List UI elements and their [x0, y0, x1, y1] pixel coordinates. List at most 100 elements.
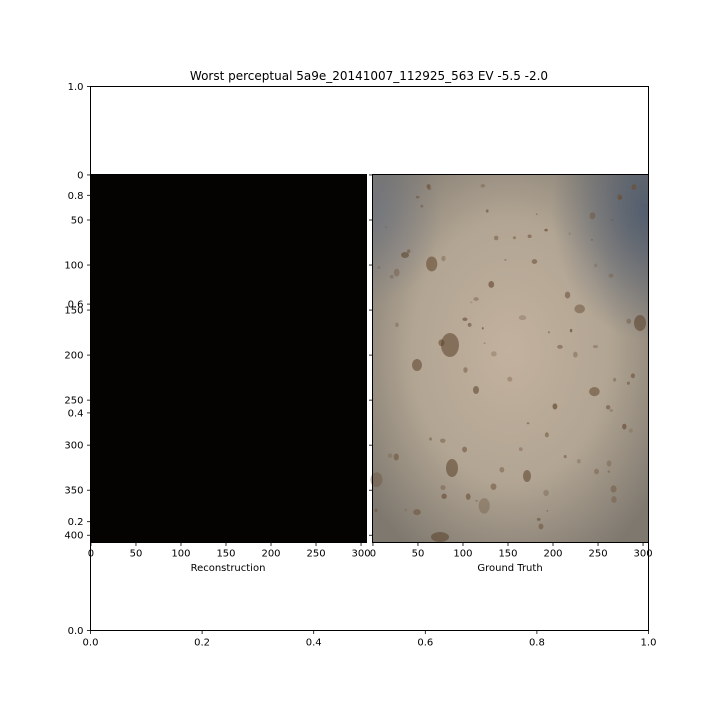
outer-x-tick-label: 0.2	[194, 638, 210, 649]
texture-speckle	[628, 428, 633, 433]
outer-x-tick-label: 0.0	[83, 638, 99, 649]
texture-speckle	[462, 317, 468, 322]
texture-speckle	[608, 273, 614, 278]
chart-title: Worst perceptual 5a9e_20141007_112925_56…	[190, 69, 548, 83]
reconstruction-y-tick-label: 150	[64, 306, 83, 317]
texture-speckle	[518, 447, 523, 452]
texture-speckle	[589, 212, 596, 220]
texture-speckle	[626, 318, 632, 324]
texture-speckle	[535, 213, 538, 215]
texture-speckle	[504, 259, 507, 261]
ground-truth-panel: 0 50 100 150 200 250 300 Ground Truth	[369, 174, 653, 574]
texture-speckle	[526, 422, 530, 425]
texture-speckle	[546, 510, 549, 512]
texture-speckle	[415, 195, 420, 199]
texture-speckle	[589, 386, 600, 397]
texture-speckle	[611, 496, 617, 503]
ground-truth-speckles	[370, 184, 646, 542]
texture-speckle	[641, 204, 646, 207]
texture-speckle	[441, 493, 447, 499]
texture-speckle	[543, 489, 549, 497]
texture-speckle	[488, 281, 495, 288]
texture-speckle	[613, 377, 617, 382]
texture-speckle	[470, 301, 473, 304]
reconstruction-xlabel: Reconstruction	[191, 563, 266, 574]
texture-speckle	[630, 373, 636, 379]
outer-x-tick-label: 0.8	[529, 638, 545, 649]
texture-speckle	[574, 304, 585, 314]
texture-speckle	[592, 344, 599, 349]
reconstruction-x-tick-label: 100	[171, 549, 190, 560]
texture-speckle	[590, 238, 593, 241]
texture-speckle	[631, 184, 637, 191]
texture-speckle	[481, 327, 484, 330]
texture-speckle	[478, 498, 490, 514]
texture-speckle	[463, 367, 468, 373]
texture-speckle	[406, 249, 411, 254]
ground-truth-blue-corner-left	[373, 175, 648, 542]
texture-speckle	[499, 466, 505, 473]
texture-speckle	[531, 259, 538, 264]
outer-y-ticks: 0.0 0.2 0.4 0.6 0.8 1.0	[68, 82, 91, 637]
texture-speckle	[370, 472, 383, 488]
texture-speckle	[594, 468, 599, 475]
reconstruction-y-tick-label: 350	[64, 486, 83, 497]
texture-dark-spot	[473, 386, 479, 394]
outer-y-tick-label: 0.4	[68, 408, 84, 419]
texture-dark-spot	[412, 359, 422, 371]
ground-truth-xlabel: Ground Truth	[477, 563, 542, 574]
texture-speckle	[544, 228, 548, 232]
texture-speckle	[467, 322, 472, 327]
texture-speckle	[518, 315, 527, 321]
outer-y-tick-label: 0.0	[68, 626, 84, 637]
reconstruction-y-tick-label: 0	[77, 170, 83, 181]
texture-speckle	[473, 297, 479, 301]
texture-dark-spot	[441, 333, 459, 357]
outer-y-tick-label: 1.0	[68, 82, 84, 93]
ground-truth-x-ticks: 0 50 100 150 200 250 300	[370, 542, 653, 560]
texture-speckle	[507, 376, 513, 382]
texture-speckle	[536, 517, 541, 521]
texture-speckle	[475, 500, 478, 502]
texture-speckle	[429, 437, 432, 441]
outer-y-tick-label: 0.6	[68, 300, 84, 311]
texture-speckle	[441, 255, 446, 262]
texture-speckle	[610, 485, 617, 493]
outer-x-tick-label: 0.6	[417, 638, 433, 649]
texture-speckle	[485, 209, 489, 213]
reconstruction-x-tick-label: 50	[130, 549, 143, 560]
texture-speckle	[617, 194, 622, 200]
texture-speckle	[568, 232, 571, 236]
texture-speckle	[440, 485, 446, 491]
reconstruction-y-ticks: 0 50 100 150 200 250 300 350 400	[64, 170, 91, 542]
texture-dark-spot	[634, 315, 646, 331]
ground-truth-x-tick-label: 200	[543, 549, 562, 560]
texture-speckle	[557, 344, 563, 349]
texture-speckle	[548, 331, 550, 334]
texture-speckle	[389, 274, 394, 279]
texture-speckle	[512, 236, 517, 240]
texture-speckle	[377, 266, 381, 270]
texture-speckle	[610, 218, 614, 221]
texture-speckle	[594, 263, 598, 268]
texture-speckle	[544, 432, 549, 438]
texture-speckle	[465, 493, 471, 500]
texture-speckle	[480, 184, 486, 188]
ground-truth-frame	[372, 174, 649, 543]
texture-speckle	[413, 509, 421, 516]
reconstruction-x-tick-label: 0	[88, 549, 94, 560]
outer-y-tick-label: 0.8	[68, 191, 84, 202]
texture-speckle	[576, 459, 581, 464]
texture-speckle	[552, 403, 558, 410]
texture-speckle	[605, 405, 611, 410]
texture-speckle	[404, 508, 407, 512]
reconstruction-y-tick-label: 200	[64, 351, 83, 362]
reconstruction-y-tick-label: 300	[64, 441, 83, 452]
texture-speckle	[462, 446, 468, 453]
texture-speckle	[606, 460, 612, 467]
reconstruction-x-tick-label: 300	[352, 549, 371, 560]
texture-speckle	[573, 351, 578, 358]
texture-speckle	[609, 408, 613, 413]
texture-speckle	[622, 423, 627, 430]
outer-y-tick-label: 0.2	[68, 517, 84, 528]
